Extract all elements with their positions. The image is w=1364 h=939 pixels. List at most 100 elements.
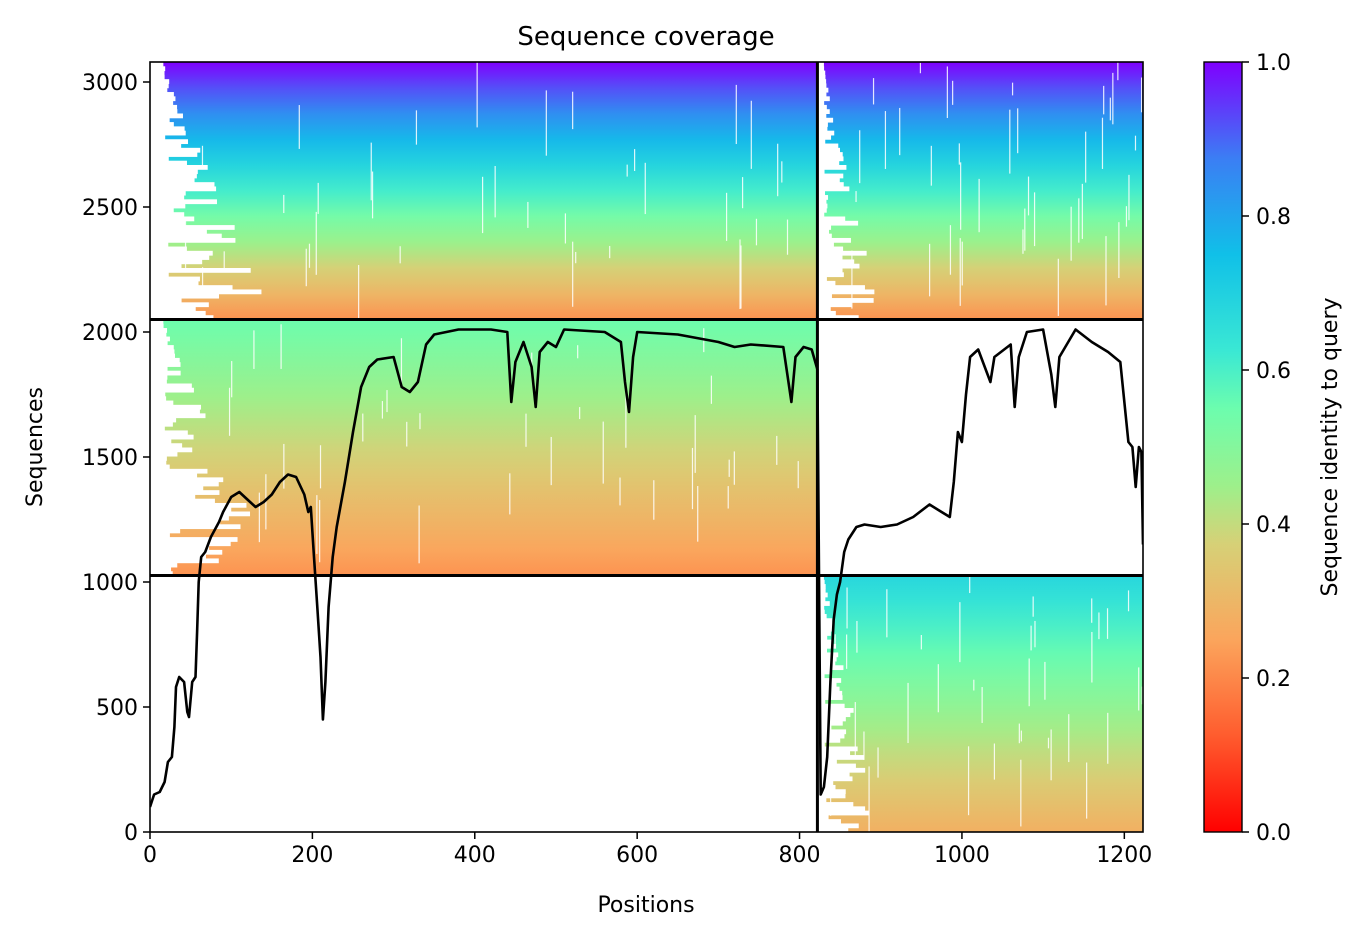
heatmap-gap — [150, 237, 236, 243]
heatmap-gap — [150, 182, 215, 187]
heatmap-gap — [150, 152, 198, 157]
y-tick-label: 3000 — [82, 71, 138, 96]
heatmap-gap-streak — [1134, 135, 1137, 151]
heatmap-gap — [150, 498, 215, 504]
heatmap-gap-streak — [316, 495, 318, 554]
heatmap-gap — [817, 635, 828, 641]
heatmap-gap — [817, 207, 827, 213]
y-axis: 0 500 1000 1500 2000 2500 3000 — [82, 71, 150, 846]
heatmap-gap — [817, 802, 854, 807]
heatmap-gap — [150, 143, 182, 149]
heatmap-gap — [817, 819, 841, 824]
y-tick-label: 0 — [124, 821, 138, 846]
heatmap-gap — [817, 216, 846, 222]
heatmap-gap-streak — [1047, 737, 1050, 749]
heatmap-gap-streak — [283, 443, 285, 489]
heatmap-gap — [817, 285, 865, 290]
heatmap-gap — [817, 588, 826, 594]
heatmap-gap-streak — [619, 477, 621, 506]
heatmap-gap-streak — [877, 747, 879, 778]
heatmap-gap-streak — [482, 176, 484, 234]
heatmap-gap-streak — [884, 111, 887, 169]
heatmap-fill — [817, 575, 1143, 832]
heatmap-gap — [817, 92, 827, 97]
heatmap-fill — [150, 62, 818, 320]
heatmap-gap — [150, 156, 169, 162]
heatmap-gap-streak — [1017, 108, 1019, 154]
heatmap-gap-streak — [846, 587, 848, 629]
heatmap-gap — [817, 203, 828, 209]
heatmap-gap-streak — [781, 161, 783, 183]
heatmap-gap — [150, 323, 164, 329]
heatmap-gap-streak — [958, 143, 960, 165]
heatmap-gap — [817, 656, 837, 662]
heatmap-gap-streak — [575, 251, 577, 264]
heatmap-gap-streak — [846, 634, 848, 669]
heatmap-gap-streak — [1106, 608, 1109, 639]
heatmap-gap-streak — [981, 687, 983, 723]
heatmap-gap-streak — [1032, 596, 1034, 617]
heatmap-gap — [150, 345, 174, 350]
heatmap-gap — [150, 160, 187, 166]
heatmap-gap — [817, 182, 844, 187]
heatmap-gap — [817, 126, 828, 132]
heatmap-gap — [150, 79, 170, 84]
heatmap-gap-streak — [283, 194, 285, 214]
heatmap-gap-streak — [967, 746, 970, 816]
x-tick-label: 800 — [779, 843, 821, 868]
heatmap-gap — [150, 562, 178, 568]
heatmap-gap-streak — [1020, 759, 1022, 827]
heatmap-gap — [150, 203, 186, 209]
heatmap-gap — [150, 409, 200, 414]
heatmap-gap-streak — [223, 251, 225, 270]
heatmap-gap-streak — [1068, 714, 1070, 763]
heatmap-gap-streak — [653, 480, 655, 520]
heatmap-gap-streak — [727, 486, 729, 509]
heatmap-gap-streak — [1112, 72, 1114, 125]
heatmap-gap — [817, 686, 840, 692]
heatmap-gap — [150, 507, 232, 512]
heatmap-gap — [817, 592, 828, 598]
heatmap-gap-streak — [476, 62, 478, 128]
heatmap-gap-streak — [400, 338, 403, 387]
heatmap-gap — [817, 177, 840, 183]
heatmap-gap — [150, 494, 196, 500]
heatmap-gap — [150, 392, 166, 397]
heatmap-gap — [817, 130, 835, 136]
heatmap-fill — [817, 62, 1143, 320]
heatmap-gap — [150, 83, 169, 89]
heatmap-gap-streak — [572, 241, 574, 307]
heatmap-gap — [150, 285, 233, 290]
heatmap-gap — [150, 147, 201, 153]
heatmap-gap-streak — [886, 589, 888, 638]
heatmap-gap — [817, 109, 830, 114]
heatmap-gap — [150, 74, 165, 80]
heatmap-gap — [150, 173, 197, 179]
x-tick-label: 1000 — [934, 843, 990, 868]
heatmap-gap — [150, 126, 185, 132]
heatmap-gap-streak — [973, 679, 975, 691]
heatmap-gap — [817, 156, 844, 162]
heatmap-gap-streak — [265, 474, 267, 530]
heatmap-gap-streak — [1138, 667, 1140, 711]
colorbar-axis: 0.0 0.2 0.4 0.6 0.8 1.0 — [1242, 51, 1291, 846]
heatmap-gap-streak — [494, 166, 496, 218]
heatmap-gap — [150, 528, 181, 534]
heatmap-gap-streak — [527, 201, 529, 228]
heatmap-gap — [817, 699, 826, 705]
heatmap-block — [150, 62, 818, 335]
heatmap-gap — [817, 584, 826, 589]
heatmap-gap — [817, 784, 836, 790]
heatmap-gap — [817, 225, 832, 230]
heatmap-gap-streak — [755, 218, 758, 246]
heatmap-gap — [817, 113, 827, 119]
heatmap-gap-streak — [609, 245, 611, 259]
heatmap-gap — [150, 554, 206, 559]
heatmap-gap — [150, 515, 229, 521]
heatmap-gap — [150, 139, 188, 145]
heatmap-gap — [150, 229, 207, 235]
heatmap-gap — [817, 631, 831, 636]
colorbar-label: Sequence identity to query — [1318, 297, 1343, 596]
heatmap-gap-streak — [725, 192, 728, 241]
heatmap-gap-streak — [830, 777, 832, 816]
